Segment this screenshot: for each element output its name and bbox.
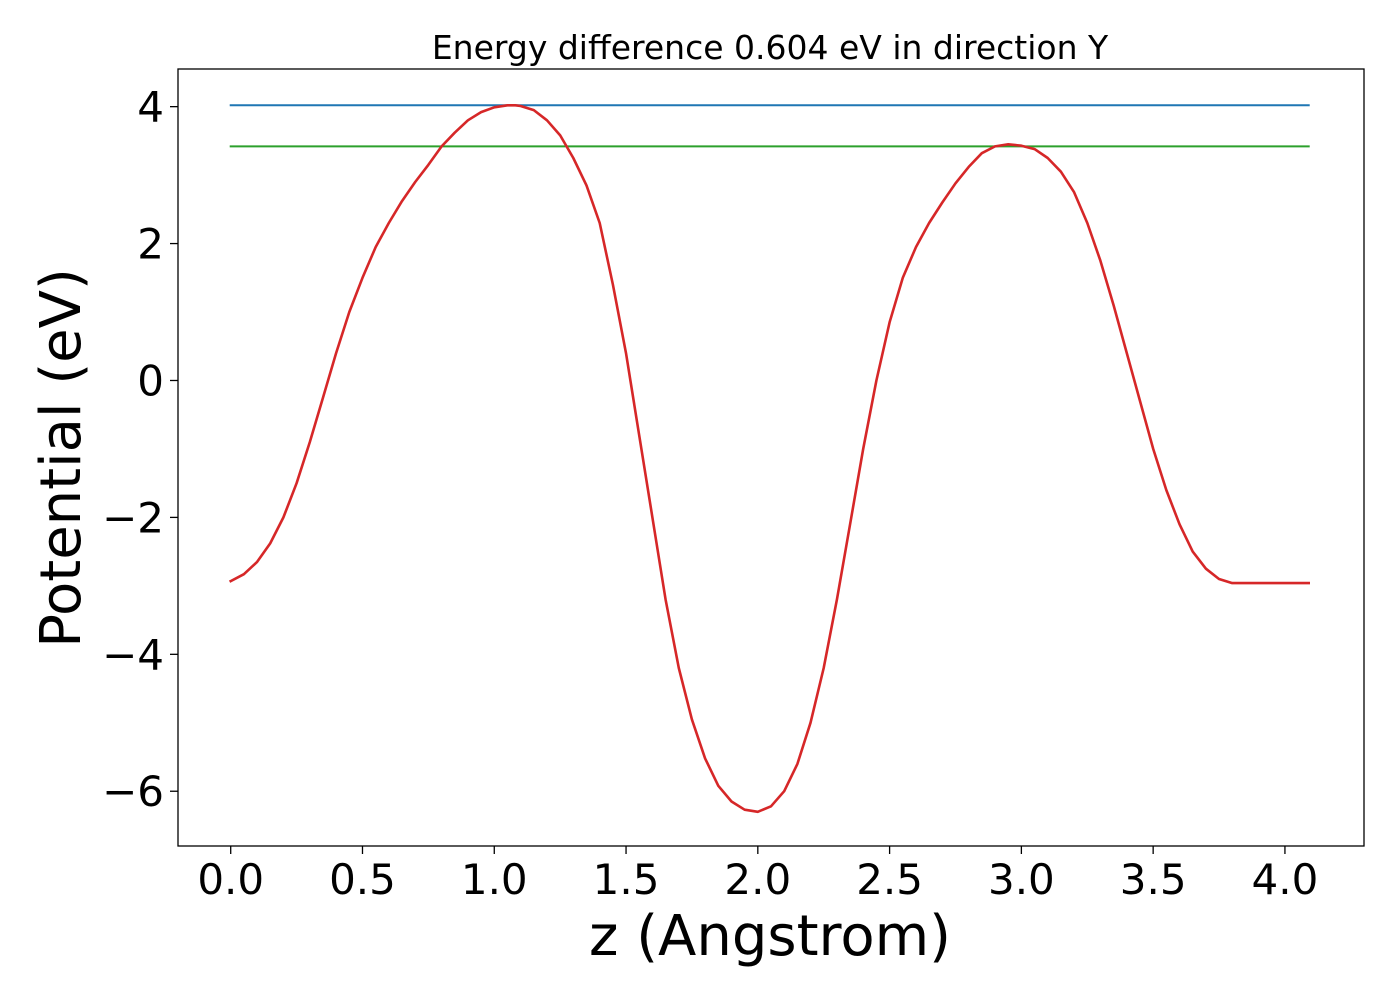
x-tick-label: 2.0 [724, 855, 791, 904]
y-tick-label: 0 [137, 356, 164, 405]
x-axis-label: z (Angstrom) [589, 904, 951, 969]
y-axis: −6 −4 −2 0 2 4 [102, 83, 178, 816]
x-tick-label: 3.5 [1120, 855, 1187, 904]
plot-frame [177, 68, 1365, 847]
x-tick-label: 1.0 [461, 855, 528, 904]
y-tick-label: −4 [102, 630, 164, 679]
y-axis-label: Potential (eV) [29, 268, 94, 648]
y-tick-label: 2 [137, 220, 164, 269]
x-tick-label: 1.5 [593, 855, 660, 904]
y-tick-label: −2 [102, 493, 164, 542]
x-tick-label: 3.0 [988, 855, 1055, 904]
chart-title: Energy difference 0.604 eV in direction … [432, 28, 1109, 67]
plot-area [177, 68, 1365, 847]
x-tick-label: 2.5 [856, 855, 923, 904]
potential-curve [228, 104, 1310, 814]
series-layer [228, 104, 1310, 814]
y-tick-label: 4 [137, 83, 164, 132]
x-tick-label: 0.5 [329, 855, 396, 904]
x-tick-label: 0.0 [197, 855, 264, 904]
y-tick-label: −6 [102, 767, 164, 816]
x-tick-label: 4.0 [1252, 855, 1319, 904]
x-axis: 0.0 0.5 1.0 1.5 2.0 2.5 3.0 3.5 4.0 [197, 846, 1318, 904]
